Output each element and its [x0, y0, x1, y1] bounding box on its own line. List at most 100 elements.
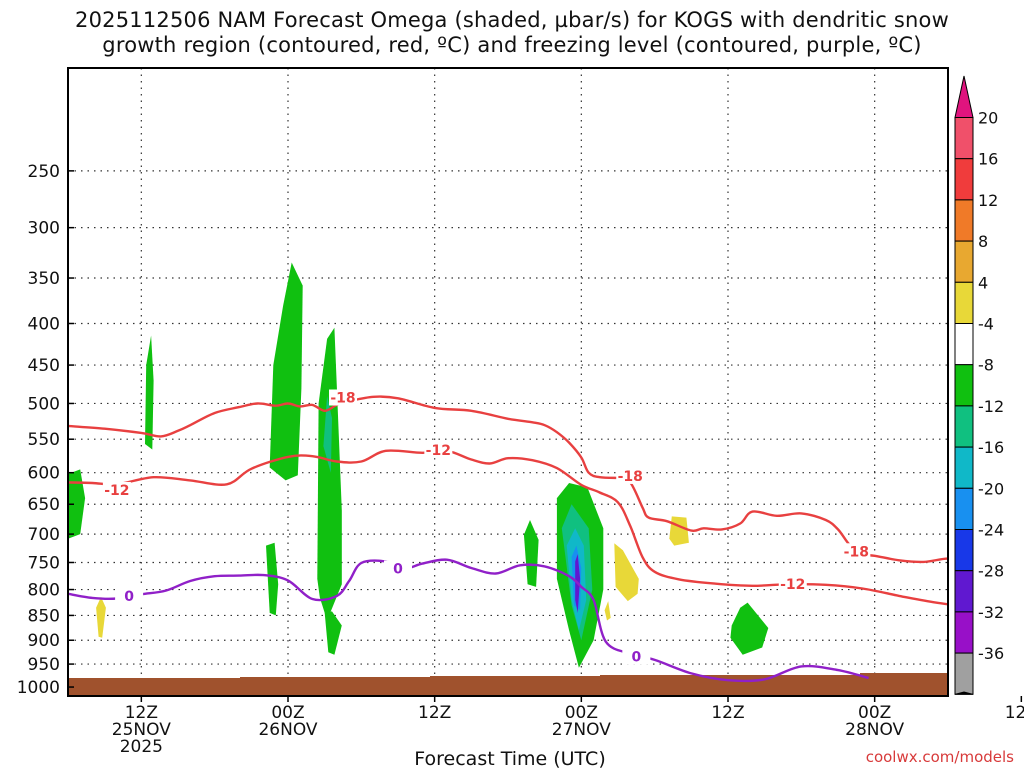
colorbar-swatch	[954, 199, 974, 242]
contour-label-bg	[616, 467, 645, 484]
plot-frame	[67, 67, 949, 697]
colorbar-label: -28	[978, 562, 1004, 581]
y-tick-label: 650	[28, 495, 60, 515]
chart-title-line-1: 2025112506 NAM Forecast Omega (shaded, µ…	[75, 8, 949, 32]
omega-green-27nov-12z	[730, 602, 769, 655]
contour-label-bg	[622, 648, 651, 665]
y-tick-label: 600	[28, 464, 60, 484]
y-tick-label: 550	[28, 430, 60, 450]
omega-green-low-26nov	[324, 611, 342, 655]
y-tick-label: 850	[28, 606, 60, 626]
omega-yellow-sfc-west	[96, 596, 106, 638]
x-tick-label: 12Z	[711, 703, 744, 723]
colorbar-label: 12	[978, 191, 998, 210]
credit-text: coolwx.com/models	[866, 748, 1014, 766]
colorbar-label: 4	[978, 273, 988, 292]
omega-green-sfc-26nov	[266, 542, 279, 616]
colorbar-swatch	[954, 611, 974, 654]
chart-title-line-2: growth region (contoured, red, ºC) and f…	[102, 33, 922, 57]
x-tick-label: 12Z	[418, 703, 451, 723]
x-tick-label: 12Z	[125, 703, 158, 723]
omega-yellow-27nov-right	[614, 543, 639, 602]
colorbar-swatch	[954, 323, 974, 366]
y-tick-label: 950	[28, 655, 60, 675]
colorbar-label: 20	[978, 109, 998, 128]
x-tick-label: 00Z	[858, 703, 891, 723]
x-tick-label: 2025	[120, 737, 163, 757]
y-tick-label: 300	[28, 219, 60, 239]
colorbar-swatch	[954, 240, 974, 283]
contour-label-bg	[384, 560, 412, 577]
contour-label: 0	[124, 589, 134, 605]
colorbar-label: -36	[978, 644, 1004, 663]
y-tick-label: 500	[28, 394, 60, 414]
colorbar-swatch	[954, 364, 974, 407]
y-tick-label: 450	[28, 356, 60, 376]
freezing-level-0c	[68, 558, 869, 683]
contour-label: 0	[631, 650, 641, 666]
y-tick-label: 400	[28, 314, 60, 334]
colorbar-swatch	[954, 405, 974, 448]
contour-label-bg	[102, 481, 131, 498]
contour-label: -12	[104, 483, 129, 499]
omega-green-mid-27nov	[523, 520, 539, 587]
y-tick-label: 350	[28, 269, 60, 289]
y-tick-label: 800	[28, 581, 60, 601]
omega-yellow-27nov-18z	[669, 516, 689, 546]
grid-lines	[68, 68, 948, 696]
colorbar-label: -12	[978, 397, 1004, 416]
omega-green-26nov-tall	[269, 262, 303, 481]
colorbar-label: -8	[978, 356, 994, 375]
x-tick-label: 00Z	[565, 703, 598, 723]
colorbar-bottom-arrow	[954, 691, 974, 695]
contour-labels: -18 -18 -18 -12 -12 -12 0 0 0	[102, 389, 871, 666]
y-tick-label: 250	[28, 162, 60, 182]
colorbar-swatch	[954, 446, 974, 489]
colorbar-top-arrow	[954, 75, 974, 118]
dgz-bottom-minus12	[68, 449, 948, 606]
dgz-top-minus18-east	[617, 476, 948, 564]
x-tick-label: 00Z	[271, 703, 304, 723]
omega-green-12z-spike	[145, 335, 154, 450]
x-tick-label: 28NOV	[845, 720, 904, 740]
contour-label-bg	[329, 389, 357, 406]
y-tick-label: 900	[28, 631, 60, 651]
colorbar-label: -32	[978, 603, 1004, 622]
y-tick-label: 1000	[17, 678, 60, 698]
contour-label: -18	[618, 469, 643, 485]
contour-label: -12	[780, 577, 805, 593]
x-tick-label: 12Z	[1005, 703, 1024, 723]
colorbar-label: -4	[978, 315, 994, 334]
colorbar-swatch	[954, 158, 974, 201]
colorbar: 20 16 12 8 4 -4 -8 -12 -16 -20 -24 -28 -32 -36	[954, 75, 1004, 695]
omega-green-west-edge	[68, 469, 86, 539]
colorbar-swatch	[954, 529, 974, 572]
x-tick-label: 25NOV	[112, 720, 171, 740]
contour-label-bg	[842, 543, 871, 560]
y-tick-label: 750	[28, 553, 60, 573]
colorbar-swatch	[954, 570, 974, 613]
colorbar-swatch	[954, 487, 974, 530]
x-axis-label: Forecast Time (UTC)	[414, 748, 605, 768]
contour-label-bg	[424, 442, 453, 459]
colorbar-label: -20	[978, 479, 1004, 498]
colorbar-label: 16	[978, 150, 998, 169]
contour-label-bg	[778, 576, 807, 593]
y-axis: 250 300 350 400 450 500 550 600 650 700 750 800 850 9…	[17, 162, 74, 698]
x-tick-label: 27NOV	[552, 720, 611, 740]
contour-label: -18	[844, 544, 869, 560]
contour-label: -12	[426, 443, 451, 459]
omega-cyan-26nov	[323, 396, 332, 473]
terrain-ground	[68, 673, 948, 696]
omega-yellow-27nov-sliver	[604, 601, 611, 621]
contour-label: 0	[393, 562, 403, 578]
colorbar-swatch	[954, 652, 974, 695]
colorbar-label: 8	[978, 232, 988, 251]
colorbar-swatch	[954, 281, 974, 324]
colorbar-label: -16	[978, 438, 1004, 457]
y-tick-label: 700	[28, 525, 60, 545]
contour-label-bg	[115, 587, 144, 604]
colorbar-swatch	[954, 117, 974, 160]
